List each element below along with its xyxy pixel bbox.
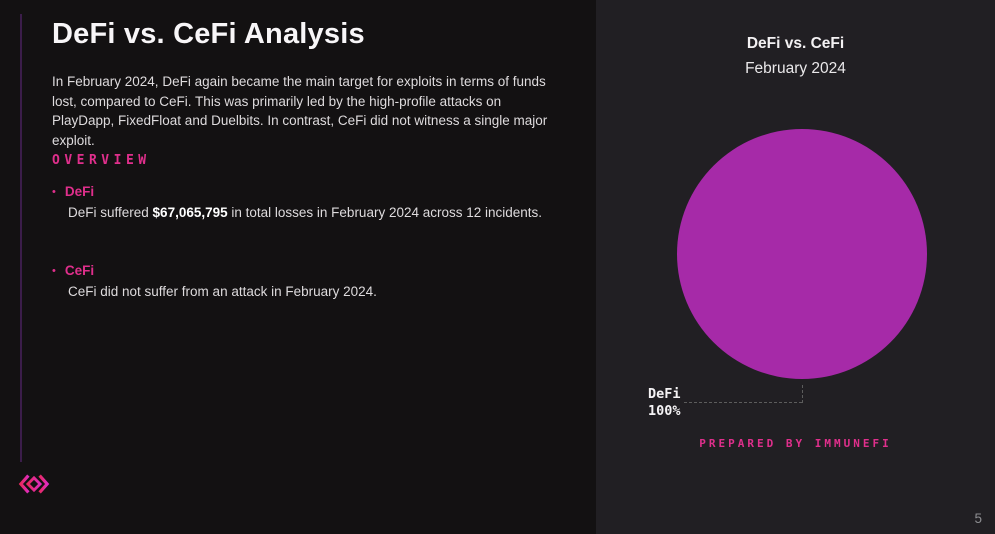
overview-heading: OVERVIEW [52, 153, 151, 168]
accent-line [20, 14, 22, 462]
analysis-panel: DeFi vs. CeFi Analysis In February 2024,… [18, 14, 573, 498]
pie-label-name: DeFi [648, 386, 681, 402]
prepared-by-footer: PREPARED BY IMMUNEFI [699, 437, 892, 450]
page-number: 5 [974, 511, 982, 526]
intro-paragraph: In February 2024, DeFi again became the … [52, 74, 548, 148]
defi-text-suffix: in total losses in February 2024 across … [227, 205, 543, 220]
bullet-dot: • [52, 186, 56, 198]
immunefi-logo-icon [18, 470, 50, 498]
pie-label-value: 100% [648, 403, 681, 419]
bullet-defi-text: DeFi suffered $67,065,795 in total losse… [68, 203, 573, 222]
bullet-dot: • [52, 265, 56, 277]
chart-subtitle: February 2024 [745, 60, 846, 77]
chart-panel: DeFi vs. CeFi February 2024 DeFi 100% PR… [596, 0, 995, 534]
page-title: DeFi vs. CeFi Analysis [52, 18, 365, 50]
bullet-cefi-heading: • CeFi [52, 263, 94, 278]
pie-chart-defi-slice [677, 129, 927, 379]
bullet-defi-title: DeFi [64, 184, 95, 199]
bullet-defi-heading: • DeFi [52, 184, 94, 199]
defi-text-prefix: DeFi suffered [68, 205, 153, 220]
pie-leader-line-vertical [802, 385, 803, 403]
chart-title: DeFi vs. CeFi [746, 35, 845, 52]
pie-leader-line-horizontal [684, 402, 802, 403]
bullet-cefi-title: CeFi [64, 263, 95, 278]
bullet-cefi-text: CeFi did not suffer from an attack in Fe… [68, 284, 377, 299]
defi-loss-amount: $67,065,795 [152, 205, 228, 220]
pie-slice-label: DeFi 100% [648, 386, 681, 420]
